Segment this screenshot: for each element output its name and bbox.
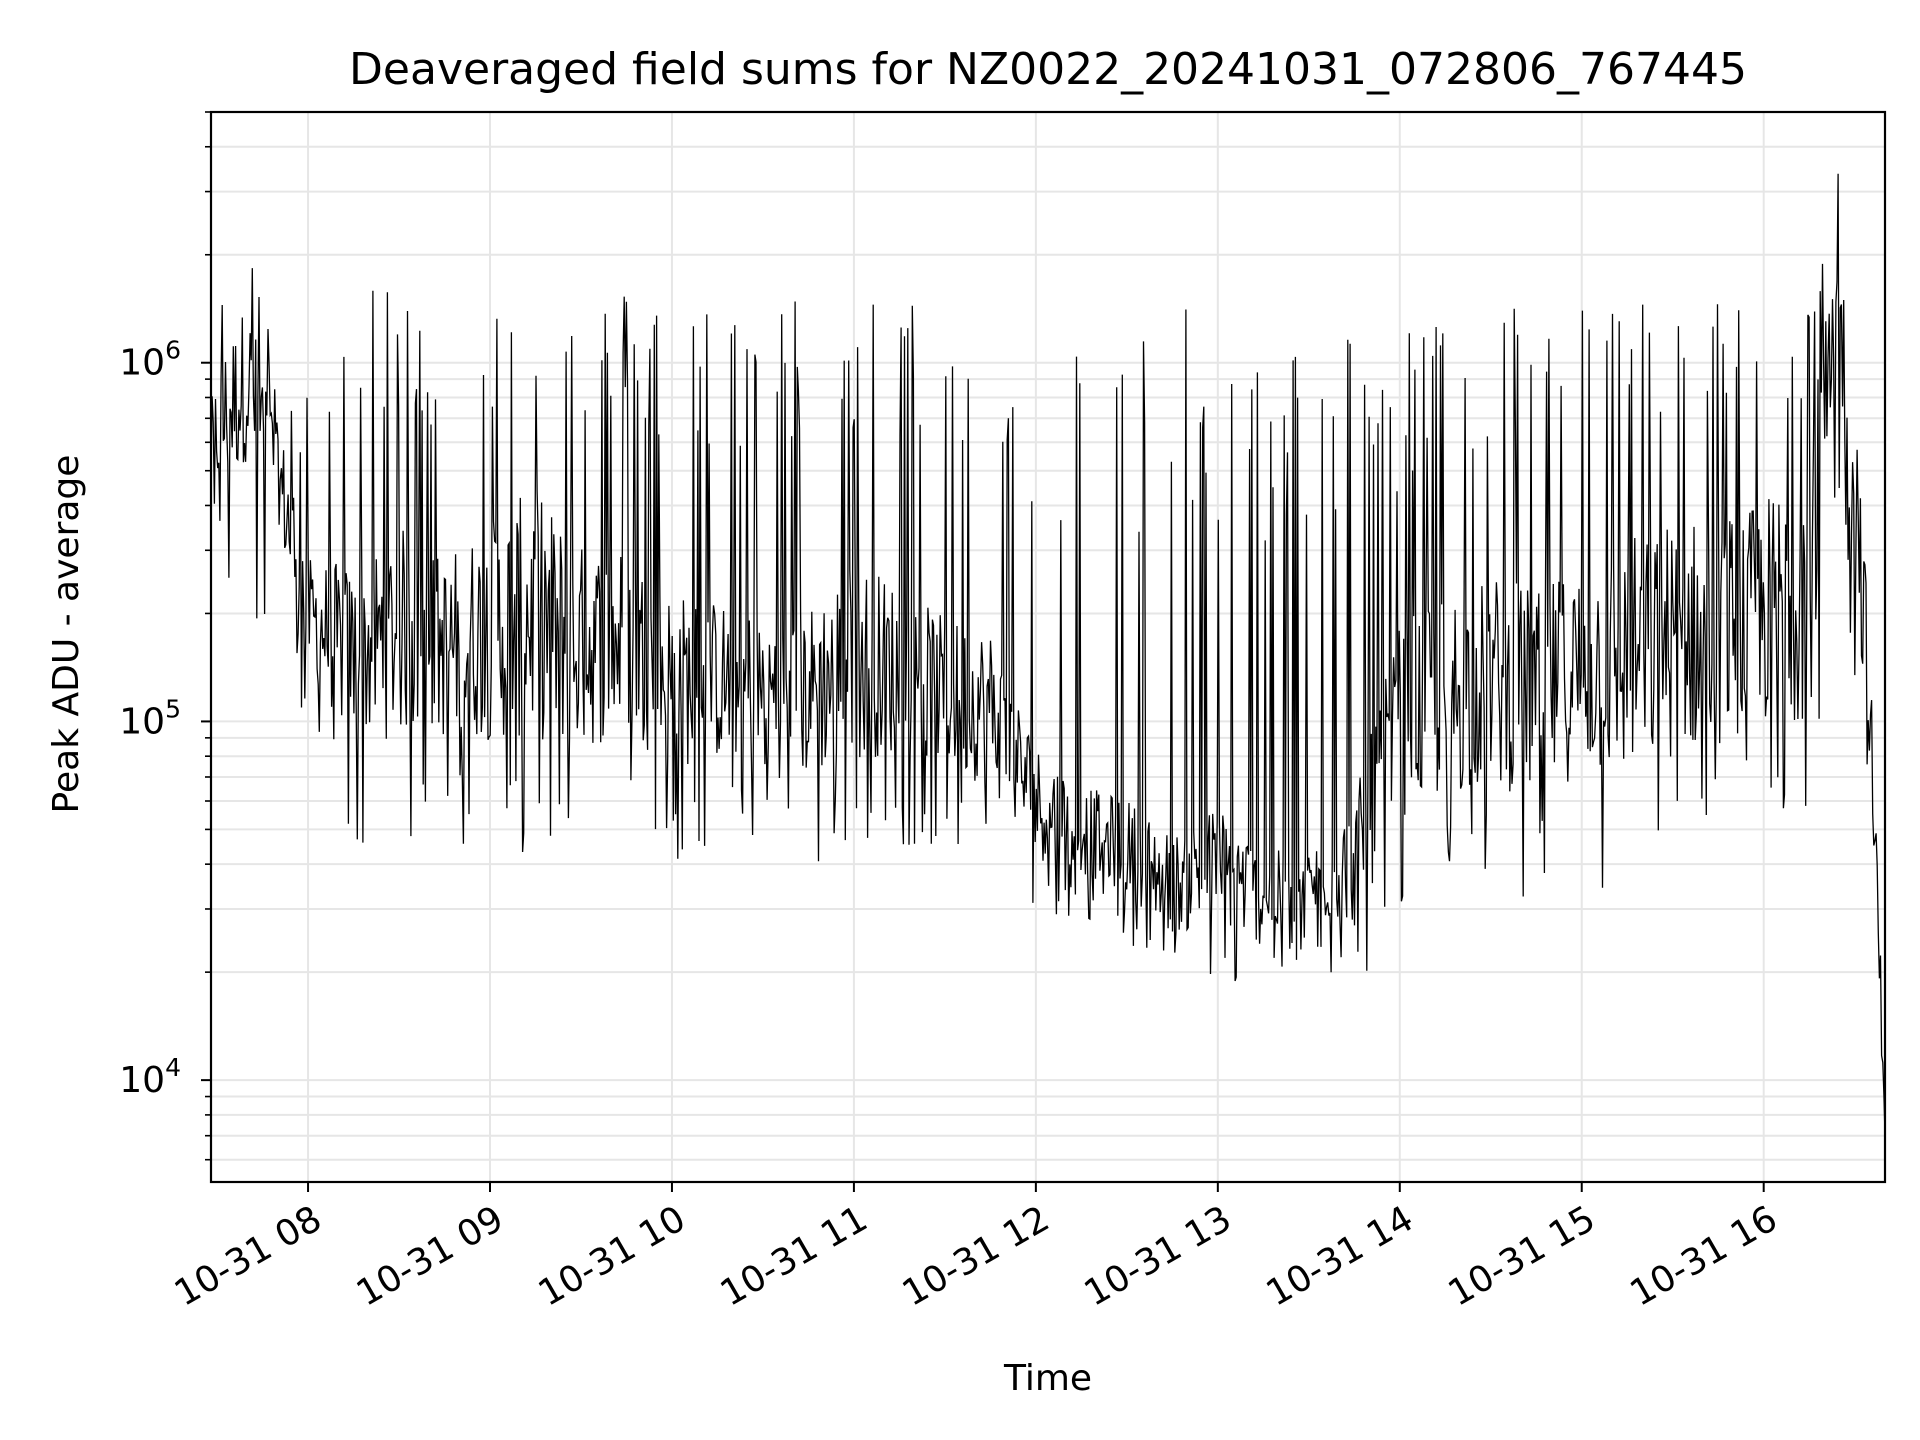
x-axis-title: Time — [1003, 1358, 1092, 1399]
series-line — [210, 173, 1886, 1135]
y-tick-label: 105 — [119, 694, 181, 742]
plot-frame — [209, 110, 1887, 1184]
y-tick-labels: 104 105 106 — [119, 336, 181, 1101]
y-axis-title: Peak ADU - average — [46, 455, 87, 814]
series-layer — [210, 173, 1886, 1135]
y-tick-label: 106 — [119, 336, 181, 384]
y-tick-label: 104 — [119, 1053, 181, 1101]
tick-marks — [201, 111, 1765, 1192]
chart-title: Deaveraged field sums for NZ0022_2024103… — [349, 44, 1747, 95]
